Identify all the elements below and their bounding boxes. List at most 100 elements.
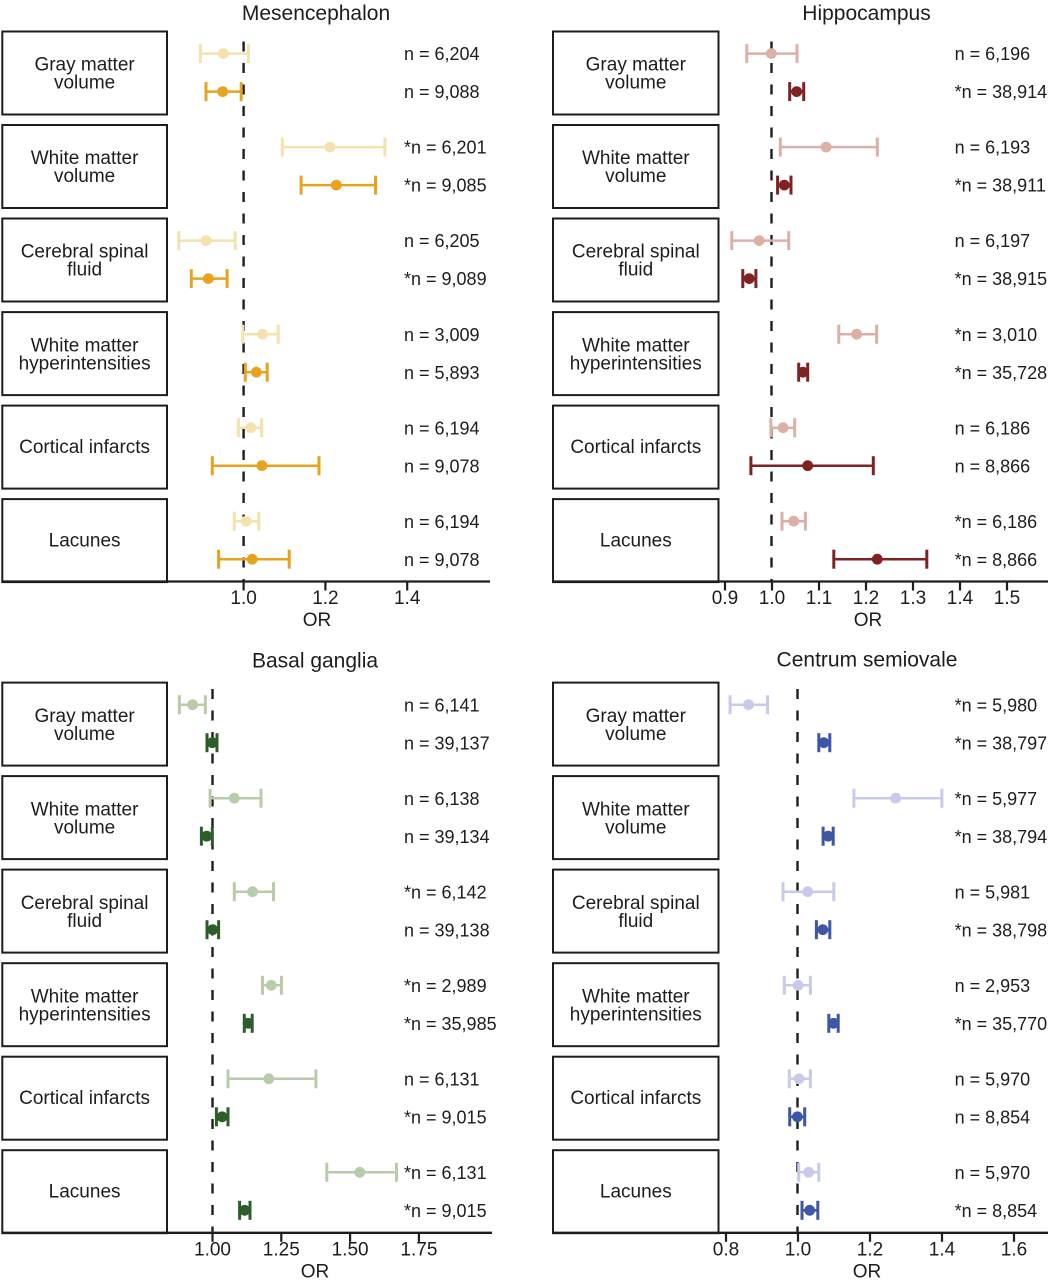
svg-text:n = 5,970: n = 5,970	[955, 1163, 1031, 1183]
svg-text:*n = 6,201: *n = 6,201	[404, 138, 487, 158]
svg-text:1.75: 1.75	[400, 1239, 437, 1260]
svg-text:Lacunes: Lacunes	[600, 531, 672, 552]
svg-text:*n = 8,854: *n = 8,854	[955, 1201, 1038, 1221]
svg-text:fluid: fluid	[67, 260, 102, 281]
svg-text:n = 6,196: n = 6,196	[955, 44, 1031, 64]
svg-text:n = 9,088: n = 9,088	[404, 82, 480, 102]
svg-text:White matter: White matter	[31, 148, 139, 169]
svg-text:White matter: White matter	[582, 335, 690, 356]
svg-text:n = 5,970: n = 5,970	[955, 1069, 1031, 1089]
svg-text:1.25: 1.25	[263, 1239, 300, 1260]
svg-text:*n = 38,914: *n = 38,914	[955, 82, 1048, 102]
svg-text:*n = 6,186: *n = 6,186	[955, 512, 1038, 532]
svg-text:Gray matter: Gray matter	[586, 55, 687, 76]
svg-text:1.4: 1.4	[929, 1239, 956, 1260]
svg-text:Cortical infarcts: Cortical infarcts	[19, 1088, 150, 1109]
svg-text:fluid: fluid	[67, 911, 102, 932]
svg-text:Cerebral spinal: Cerebral spinal	[572, 242, 700, 263]
svg-text:n = 8,854: n = 8,854	[955, 1107, 1031, 1127]
svg-text:Gray matter: Gray matter	[34, 55, 135, 76]
svg-text:n = 6,138: n = 6,138	[404, 789, 480, 809]
svg-text:hyperintensities: hyperintensities	[19, 353, 151, 374]
svg-text:1.4: 1.4	[947, 588, 974, 609]
svg-text:n = 6,131: n = 6,131	[404, 1069, 480, 1089]
svg-text:*n = 3,010: *n = 3,010	[955, 325, 1038, 345]
svg-text:Hippocampus: Hippocampus	[802, 2, 930, 25]
svg-text:1.3: 1.3	[900, 588, 926, 609]
svg-text:White matter: White matter	[31, 986, 139, 1007]
svg-text:1.5: 1.5	[994, 588, 1020, 609]
svg-text:Lacunes: Lacunes	[600, 1182, 672, 1203]
svg-text:Cortical infarcts: Cortical infarcts	[19, 437, 150, 458]
svg-text:*n = 38,911: *n = 38,911	[955, 176, 1046, 196]
svg-text:n = 39,137: n = 39,137	[404, 733, 490, 753]
svg-text:White matter: White matter	[31, 335, 139, 356]
svg-text:Gray matter: Gray matter	[34, 706, 135, 727]
svg-text:n = 6,205: n = 6,205	[404, 231, 480, 251]
svg-text:volume: volume	[605, 166, 666, 187]
svg-text:*n = 6,131: *n = 6,131	[404, 1163, 487, 1183]
svg-text:volume: volume	[605, 817, 666, 838]
svg-text:Cortical infarcts: Cortical infarcts	[570, 437, 701, 458]
svg-text:n = 6,194: n = 6,194	[404, 512, 480, 532]
svg-text:n = 6,186: n = 6,186	[955, 418, 1031, 438]
svg-text:Basal ganglia: Basal ganglia	[252, 650, 378, 673]
svg-text:n = 6,141: n = 6,141	[404, 695, 480, 715]
svg-text:n = 39,138: n = 39,138	[404, 920, 490, 940]
svg-text:*n = 8,866: *n = 8,866	[955, 550, 1038, 570]
svg-text:volume: volume	[605, 724, 666, 745]
svg-text:1.50: 1.50	[332, 1239, 369, 1260]
svg-text:OR: OR	[303, 610, 332, 631]
svg-text:0.8: 0.8	[713, 1239, 739, 1260]
svg-text:*n = 38,794: *n = 38,794	[955, 827, 1048, 847]
svg-text:*n = 6,142: *n = 6,142	[404, 882, 487, 902]
svg-text:Cortical infarcts: Cortical infarcts	[570, 1088, 701, 1109]
svg-text:*n = 38,797: *n = 38,797	[955, 733, 1048, 753]
svg-text:volume: volume	[54, 724, 115, 745]
svg-text:1.2: 1.2	[312, 588, 338, 609]
svg-text:n = 8,866: n = 8,866	[955, 456, 1031, 476]
svg-text:1.0: 1.0	[230, 588, 256, 609]
svg-text:*n = 9,015: *n = 9,015	[404, 1107, 487, 1127]
svg-text:volume: volume	[54, 817, 115, 838]
svg-text:Centrum semiovale: Centrum semiovale	[777, 649, 958, 672]
svg-text:*n = 35,770: *n = 35,770	[955, 1014, 1048, 1034]
svg-text:hyperintensities: hyperintensities	[570, 353, 702, 374]
svg-text:1.2: 1.2	[853, 588, 879, 609]
svg-text:*n = 38,798: *n = 38,798	[955, 920, 1048, 940]
svg-text:Lacunes: Lacunes	[49, 531, 121, 552]
svg-text:volume: volume	[605, 73, 666, 94]
svg-text:Cerebral spinal: Cerebral spinal	[21, 893, 149, 914]
svg-text:n = 6,197: n = 6,197	[955, 231, 1031, 251]
svg-text:n = 6,194: n = 6,194	[404, 418, 480, 438]
svg-text:*n = 2,989: *n = 2,989	[404, 976, 487, 996]
svg-text:White matter: White matter	[31, 799, 139, 820]
svg-text:Cerebral spinal: Cerebral spinal	[21, 242, 149, 263]
svg-text:OR: OR	[854, 610, 883, 631]
svg-text:n = 2,953: n = 2,953	[955, 976, 1031, 996]
svg-text:n = 9,078: n = 9,078	[404, 550, 480, 570]
svg-text:OR: OR	[301, 1261, 330, 1280]
svg-text:0.9: 0.9	[712, 588, 738, 609]
svg-text:*n = 9,015: *n = 9,015	[404, 1201, 487, 1221]
svg-text:volume: volume	[54, 73, 115, 94]
svg-text:n = 6,204: n = 6,204	[404, 44, 480, 64]
svg-text:White matter: White matter	[582, 148, 690, 169]
svg-text:Mesencephalon: Mesencephalon	[242, 2, 390, 25]
svg-text:*n = 5,977: *n = 5,977	[955, 789, 1038, 809]
svg-text:*n = 35,728: *n = 35,728	[955, 363, 1048, 383]
svg-text:White matter: White matter	[582, 799, 690, 820]
svg-text:n = 9,078: n = 9,078	[404, 456, 480, 476]
svg-text:Lacunes: Lacunes	[49, 1182, 121, 1203]
svg-text:1.00: 1.00	[194, 1239, 231, 1260]
svg-text:volume: volume	[54, 166, 115, 187]
svg-text:n = 5,893: n = 5,893	[404, 363, 480, 383]
svg-text:n = 39,134: n = 39,134	[404, 827, 490, 847]
svg-text:*n = 38,915: *n = 38,915	[955, 269, 1048, 289]
svg-text:*n = 35,985: *n = 35,985	[404, 1014, 497, 1034]
svg-text:fluid: fluid	[618, 911, 653, 932]
svg-text:1.1: 1.1	[806, 588, 832, 609]
svg-text:White matter: White matter	[582, 986, 690, 1007]
svg-text:Cerebral spinal: Cerebral spinal	[572, 893, 700, 914]
svg-text:*n = 9,085: *n = 9,085	[404, 176, 487, 196]
